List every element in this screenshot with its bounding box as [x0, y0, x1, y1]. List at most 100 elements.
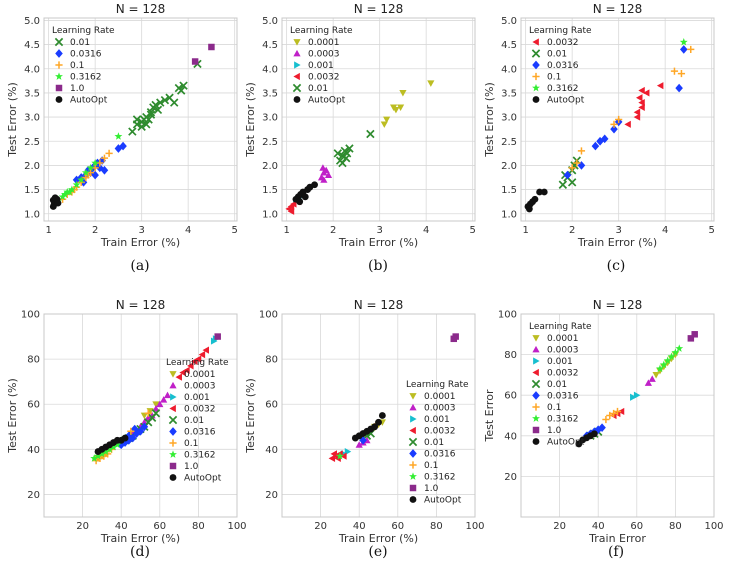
- plot-title: N = 128: [354, 298, 404, 312]
- x-tick-label: 5: [469, 225, 475, 236]
- x-tick-label: 3: [615, 225, 621, 236]
- data-point-triangle-up: [324, 171, 333, 178]
- legend-entry: 0.3162: [184, 451, 216, 461]
- legend-marker-x: [531, 49, 541, 58]
- data-point-circle: [311, 181, 318, 189]
- data-point-triangle-right: [633, 391, 641, 399]
- legend-marker-star: [409, 472, 417, 480]
- x-tick-label: 60: [391, 521, 404, 532]
- data-point-x: [132, 115, 142, 124]
- data-point-triangle-up: [319, 164, 327, 171]
- legend-title: Learning Rate: [166, 358, 229, 368]
- data-point-star: [94, 451, 102, 460]
- legend-marker-triangle-right: [410, 415, 417, 423]
- legend-marker-x: [168, 415, 178, 425]
- legend-entry: 0.0032: [547, 38, 579, 48]
- legend-marker-circle: [55, 96, 63, 103]
- plot-area: [282, 314, 475, 517]
- data-point-star: [679, 38, 688, 46]
- legend-entry: 0.0003: [184, 382, 216, 392]
- y-tick-label: 1.0: [24, 209, 40, 220]
- data-point-plus: [610, 120, 618, 128]
- data-point-x: [156, 98, 165, 107]
- y-tick-label: 40: [504, 431, 517, 442]
- legend-entry: AutoOpt: [70, 96, 108, 106]
- plot-frame: [43, 17, 238, 222]
- legend-marker-star: [55, 72, 63, 80]
- legend-entry: AutoOpt: [424, 496, 462, 506]
- y-tick-label: 5.0: [262, 16, 278, 27]
- legend-marker-square: [532, 426, 540, 434]
- data-point-triangle-left: [287, 207, 295, 215]
- data-point-square: [450, 335, 458, 343]
- data-point-diamond: [591, 141, 600, 151]
- y-tick-label: 2.5: [501, 137, 517, 148]
- legend-entry: 0.0003: [424, 404, 456, 414]
- legend-marker-square: [409, 484, 417, 492]
- data-point-star: [113, 440, 122, 449]
- legend-entry: AutoOpt: [184, 474, 222, 484]
- y-tick-label: 2.5: [24, 137, 40, 148]
- y-axis-label: Test Error (%): [6, 378, 19, 454]
- legend-entry: 1.0: [70, 84, 85, 94]
- y-tick-label: 40: [27, 445, 40, 456]
- x-tick-label: 100: [227, 521, 246, 532]
- data-point-triangle-left: [638, 98, 645, 107]
- data-point-x: [137, 122, 146, 131]
- legend-entry: 0.1: [184, 439, 198, 449]
- x-tick-label: 4: [423, 225, 429, 236]
- data-point-triangle-up: [320, 176, 328, 183]
- x-axis-label: Train Error (%): [100, 532, 180, 545]
- y-tick-label: 1.5: [501, 185, 517, 196]
- y-tick-label: 4.0: [24, 64, 40, 75]
- data-point-triangle-left: [183, 366, 190, 374]
- legend-marker-x: [292, 83, 302, 93]
- data-point-triangle-up: [355, 441, 363, 448]
- x-tick-label: 40: [115, 521, 128, 532]
- legend-marker-square: [169, 462, 177, 470]
- legend-marker-star: [532, 83, 540, 92]
- x-tick-label: 60: [630, 521, 643, 532]
- data-point-x: [333, 149, 343, 158]
- data-point-x: [160, 95, 170, 105]
- y-tick-label: 4.5: [501, 40, 517, 51]
- panel-caption: (f): [608, 544, 624, 560]
- x-tick-label: 4: [185, 225, 191, 236]
- legend-marker-square: [55, 84, 63, 92]
- legend-entry: 0.0316: [547, 392, 579, 402]
- x-tick-label: 60: [153, 521, 166, 532]
- x-axis-label: Train Error (%): [577, 236, 657, 249]
- x-tick-label: 1: [45, 225, 51, 236]
- legend-entry: 1.0: [184, 462, 199, 472]
- legend-entry: 0.0003: [308, 50, 340, 60]
- x-tick-label: 20: [314, 521, 327, 532]
- legend-marker-diamond: [55, 49, 63, 58]
- legend-entry: 0.0316: [424, 450, 456, 460]
- data-point-triangle-down: [383, 116, 391, 124]
- data-point-plus: [606, 411, 614, 420]
- data-point-star: [58, 192, 67, 201]
- legend-marker-plus: [169, 439, 177, 447]
- data-point-x: [151, 100, 160, 110]
- data-point-plus: [613, 407, 622, 416]
- data-point-plus: [144, 409, 152, 417]
- y-tick-label: 3.0: [262, 113, 278, 124]
- data-point-circle: [54, 199, 62, 207]
- data-point-triangle-up: [156, 400, 164, 408]
- data-point-star: [335, 451, 344, 460]
- data-point-diamond: [610, 124, 618, 134]
- legend-entry: 0.0001: [308, 38, 340, 48]
- legend-marker-plus: [532, 72, 540, 81]
- legend-marker-circle: [409, 496, 417, 503]
- y-tick-label: 100: [259, 310, 278, 321]
- legend-entry: 0.001: [184, 393, 210, 403]
- data-point-triangle-left: [638, 86, 645, 95]
- data-point-plus: [573, 159, 581, 167]
- panel-caption: (b): [368, 258, 388, 274]
- data-point-plus: [105, 149, 113, 157]
- data-point-star: [675, 344, 684, 352]
- legend-marker-plus: [532, 403, 540, 411]
- data-point-x: [151, 409, 161, 418]
- data-point-triangle-left: [633, 108, 641, 116]
